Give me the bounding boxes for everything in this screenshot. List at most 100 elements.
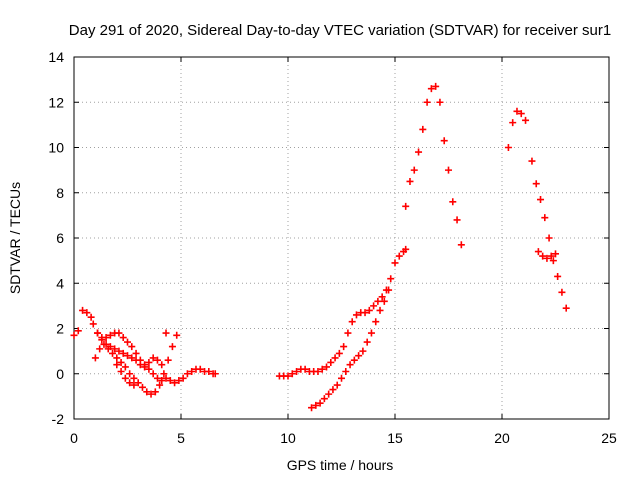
y-tick-label: 6 bbox=[56, 230, 64, 246]
data-point bbox=[284, 372, 292, 380]
data-points bbox=[70, 82, 570, 412]
data-point bbox=[395, 252, 403, 260]
data-point bbox=[340, 343, 348, 351]
data-point bbox=[117, 358, 125, 366]
data-point bbox=[141, 363, 149, 371]
y-tick-label: 12 bbox=[48, 94, 64, 110]
data-point bbox=[301, 365, 309, 373]
data-point bbox=[342, 367, 350, 375]
data-point bbox=[158, 361, 166, 369]
data-point bbox=[545, 234, 553, 242]
data-point bbox=[308, 404, 316, 412]
data-point bbox=[162, 329, 170, 337]
data-point bbox=[130, 374, 138, 382]
data-point bbox=[372, 318, 380, 326]
series-arc-9 bbox=[528, 157, 570, 312]
data-point bbox=[132, 349, 140, 357]
data-point bbox=[89, 320, 97, 328]
data-point bbox=[173, 331, 181, 339]
data-point bbox=[130, 381, 138, 389]
y-tick-label: 8 bbox=[56, 185, 64, 201]
data-point bbox=[87, 313, 95, 321]
data-point bbox=[380, 297, 388, 305]
data-point bbox=[427, 85, 435, 93]
data-point bbox=[74, 327, 82, 335]
data-point bbox=[115, 329, 123, 337]
y-tick-label: 14 bbox=[48, 49, 64, 65]
data-point bbox=[91, 354, 99, 362]
data-point bbox=[145, 358, 153, 366]
data-point bbox=[162, 374, 170, 382]
data-point bbox=[537, 196, 545, 204]
data-point bbox=[385, 286, 393, 294]
data-point bbox=[361, 309, 369, 317]
data-point bbox=[363, 338, 371, 346]
data-point bbox=[316, 399, 324, 407]
x-tick-label: 10 bbox=[280, 430, 296, 446]
data-point bbox=[367, 329, 375, 337]
series-arc-4 bbox=[113, 361, 138, 389]
data-point bbox=[445, 166, 452, 174]
data-point bbox=[188, 367, 196, 375]
x-tick-label: 20 bbox=[494, 430, 510, 446]
data-point bbox=[149, 354, 157, 362]
data-point bbox=[164, 356, 172, 364]
data-point bbox=[138, 383, 146, 391]
data-point bbox=[211, 370, 219, 378]
data-point bbox=[346, 361, 354, 369]
data-point bbox=[457, 241, 465, 249]
series-arc-2 bbox=[91, 331, 181, 398]
data-point bbox=[132, 356, 140, 364]
y-tick-label: -2 bbox=[52, 411, 65, 427]
data-point bbox=[109, 349, 117, 357]
data-point bbox=[419, 125, 427, 133]
data-point bbox=[106, 343, 114, 351]
series-arc-8 bbox=[504, 107, 530, 151]
data-point bbox=[547, 252, 555, 260]
data-point bbox=[70, 331, 78, 339]
data-point bbox=[387, 275, 395, 283]
data-point bbox=[370, 302, 378, 310]
data-point bbox=[153, 356, 161, 364]
series-arc-7 bbox=[402, 82, 465, 249]
data-point bbox=[145, 365, 153, 373]
data-point bbox=[554, 272, 562, 280]
data-point bbox=[96, 345, 104, 353]
data-point bbox=[541, 214, 549, 222]
y-tick-label: 4 bbox=[56, 275, 64, 291]
data-point bbox=[318, 365, 326, 373]
data-point bbox=[402, 202, 410, 210]
data-point bbox=[158, 377, 166, 385]
data-point bbox=[117, 367, 125, 375]
data-point bbox=[374, 297, 382, 305]
data-point bbox=[338, 374, 345, 382]
data-point bbox=[449, 198, 457, 206]
y-tick-label: 0 bbox=[56, 366, 64, 382]
grid bbox=[74, 57, 609, 419]
data-point bbox=[348, 318, 356, 326]
data-point bbox=[552, 250, 559, 258]
series-arc-6 bbox=[308, 286, 393, 412]
data-point bbox=[106, 331, 114, 339]
data-point bbox=[378, 293, 386, 301]
data-point bbox=[543, 254, 551, 262]
data-point bbox=[153, 374, 161, 382]
y-tick-label: 10 bbox=[48, 140, 64, 156]
data-point bbox=[402, 245, 410, 253]
data-point bbox=[562, 304, 570, 312]
data-point bbox=[121, 363, 129, 371]
data-point bbox=[171, 379, 179, 387]
data-point bbox=[423, 98, 431, 106]
data-point bbox=[147, 390, 155, 398]
data-point bbox=[331, 354, 339, 362]
series-arc-3 bbox=[94, 329, 170, 371]
data-point bbox=[335, 349, 343, 357]
data-point bbox=[359, 347, 367, 355]
data-point bbox=[350, 356, 358, 364]
data-point bbox=[183, 370, 191, 378]
data-point bbox=[79, 306, 87, 314]
data-point bbox=[312, 401, 320, 409]
data-point bbox=[121, 374, 129, 382]
